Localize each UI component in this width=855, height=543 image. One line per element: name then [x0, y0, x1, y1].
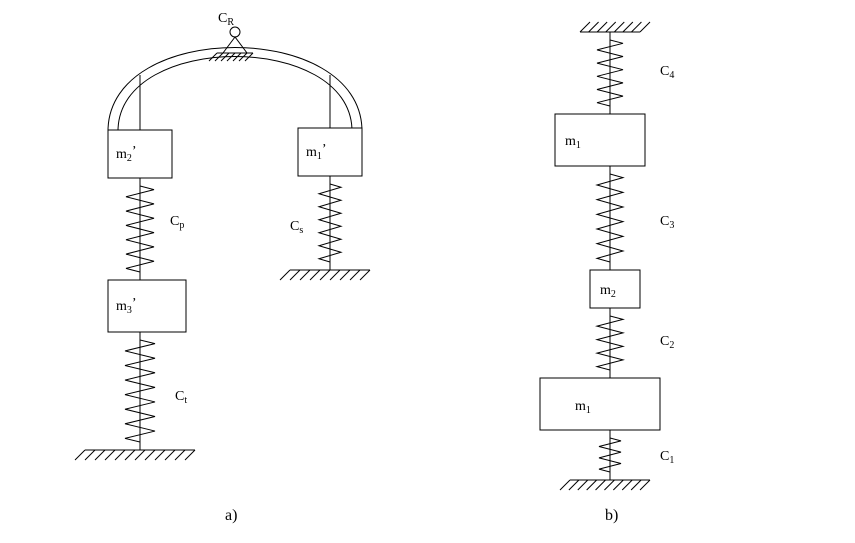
- b-floor: [560, 480, 650, 490]
- a-ground-right: [280, 270, 370, 280]
- a-spring-cp: [126, 178, 154, 280]
- b-spring-c1: [599, 430, 621, 480]
- b-spring-c3-label: C3: [660, 214, 674, 231]
- b-mass-m1-bot: [540, 378, 660, 430]
- b-spring-c1-label: C1: [660, 449, 674, 466]
- a-arch-inner: [118, 57, 352, 131]
- b-ceiling: [580, 22, 650, 32]
- a-spring-cs: [319, 176, 341, 270]
- b-spring-c4-label: C4: [660, 64, 674, 81]
- a-cr-label: CR: [218, 11, 234, 28]
- b-spring-c3: [597, 166, 623, 270]
- a-spring-cp-label: Cp: [170, 214, 184, 231]
- a-pivot: [209, 27, 253, 61]
- a-ground-left: [75, 450, 195, 460]
- b-spring-c2-label: C2: [660, 334, 674, 351]
- b-caption: b): [605, 507, 618, 524]
- a-spring-cs-label: Cs: [290, 219, 303, 236]
- a-arch-outer: [108, 48, 362, 131]
- a-caption: a): [225, 507, 237, 524]
- a-spring-ct-label: Ct: [175, 389, 187, 406]
